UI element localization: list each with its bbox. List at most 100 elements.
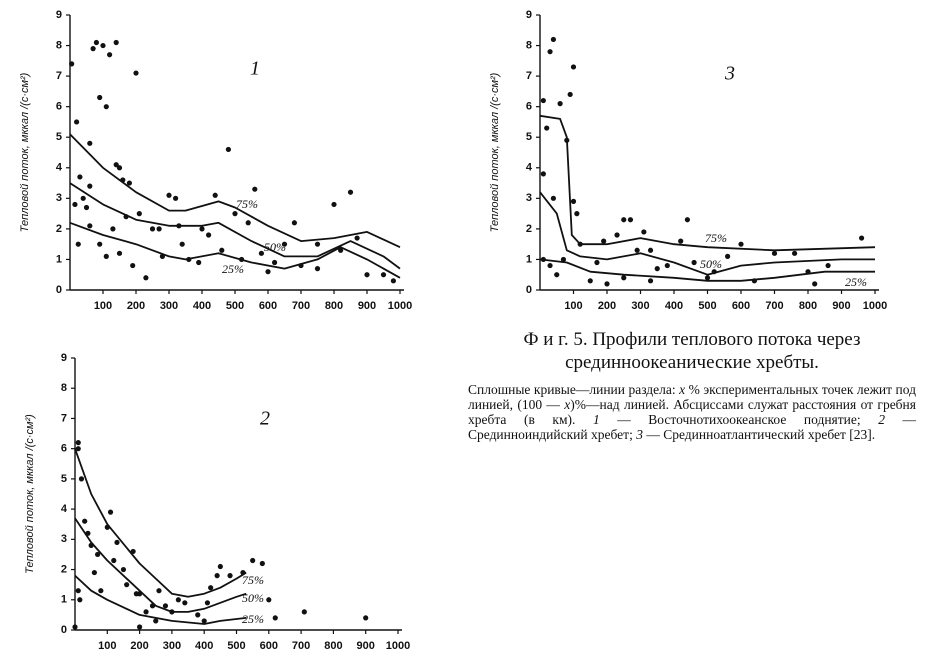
data-point [601, 238, 607, 244]
data-point [214, 573, 220, 579]
data-point [604, 281, 610, 287]
x-tick-label: 400 [195, 640, 213, 652]
y-tick-label: 6 [56, 101, 62, 113]
data-point [550, 36, 557, 43]
data-point [75, 588, 81, 594]
curve-label: 25% [242, 612, 264, 626]
y-tick-label: 2 [61, 563, 67, 575]
data-point [130, 548, 136, 555]
curve-label: 50% [264, 240, 286, 254]
data-point [93, 39, 99, 46]
panel-label: 1 [250, 58, 260, 80]
data-point [87, 223, 93, 229]
percentile-curve [539, 258, 875, 282]
chart-panel: 0 1 2 3 4 5 6 7 8 9 100 200 300 400 500 600 700 800 900 100… [489, 9, 887, 312]
data-point [301, 609, 307, 615]
data-point [217, 563, 223, 570]
data-point [175, 597, 181, 603]
data-point [201, 618, 207, 624]
caption-text: — Срединноатлантический хребет [23]. [642, 427, 876, 442]
caption-symbol: x [679, 382, 686, 397]
data-point [338, 247, 344, 253]
data-point [634, 247, 640, 253]
data-point [182, 600, 188, 606]
y-axis-label: Тепловой поток, мккал /(с·см²) [19, 72, 31, 232]
data-point [116, 250, 123, 256]
curve-label: 50% [242, 591, 264, 605]
caption-title: Ф и г. 5. Профили теплового потока через… [523, 329, 861, 373]
data-point [169, 609, 175, 615]
data-point [557, 101, 563, 107]
curve-label: 50% [700, 257, 722, 271]
x-tick-label: 900 [832, 300, 850, 312]
data-point [614, 232, 620, 238]
data-point [136, 211, 142, 217]
data-point [120, 566, 127, 573]
data-point [232, 211, 238, 217]
data-point [314, 266, 321, 272]
data-point [208, 585, 214, 591]
x-tick-label: 100 [98, 640, 116, 652]
data-point [219, 247, 225, 253]
data-point [547, 262, 553, 269]
data-point [621, 217, 627, 223]
y-axis-label: Тепловой поток, мккал /(с·см²) [24, 414, 36, 574]
x-tick-label: 500 [698, 300, 716, 312]
percentile-curve [69, 221, 401, 279]
data-point [149, 603, 156, 609]
caption-symbol: x [564, 397, 571, 412]
data-point [196, 259, 202, 266]
x-tick-label: 800 [799, 300, 817, 312]
x-tick-label: 600 [732, 300, 750, 312]
data-point [156, 226, 162, 232]
data-point [90, 46, 96, 52]
data-point [272, 259, 278, 266]
y-tick-label: 2 [56, 223, 62, 235]
data-point [641, 229, 647, 235]
y-tick-label: 6 [526, 101, 532, 113]
data-point [225, 146, 231, 153]
caption-text: — Срединноиндийский хребет; [468, 412, 917, 442]
data-point [554, 272, 560, 278]
x-tick-label: 500 [227, 640, 245, 652]
data-point [266, 597, 272, 603]
data-point [206, 232, 212, 238]
x-tick-label: 200 [127, 300, 145, 312]
data-point [87, 183, 93, 189]
caption-text: % экспериментальных точек лежит под лини… [468, 382, 916, 412]
data-point [577, 241, 583, 247]
percentile-curve [74, 574, 247, 625]
y-tick-label: 5 [61, 473, 67, 485]
data-point [195, 612, 201, 618]
data-point [116, 165, 123, 171]
percentile-curve [74, 448, 247, 598]
data-point [265, 269, 271, 275]
x-tick-label: 900 [357, 640, 375, 652]
curve-label: 25% [222, 262, 244, 276]
data-point [570, 198, 577, 204]
data-point [540, 256, 546, 263]
data-point [252, 186, 258, 192]
y-tick-label: 3 [61, 533, 67, 545]
percentile-curve [539, 114, 876, 252]
caption-symbol: 3 [636, 427, 643, 442]
data-point [153, 618, 159, 624]
data-point [544, 125, 550, 131]
x-tick-label: 1000 [388, 300, 412, 312]
y-tick-label: 0 [56, 284, 62, 296]
y-tick-label: 9 [56, 9, 62, 21]
x-tick-label: 100 [564, 300, 582, 312]
data-point [186, 256, 192, 263]
data-point [143, 275, 149, 281]
data-point [166, 192, 172, 198]
data-point [364, 272, 370, 278]
percentile-curve [69, 182, 401, 270]
x-tick-label: 700 [292, 300, 310, 312]
y-tick-label: 3 [526, 192, 532, 204]
data-point [77, 174, 83, 180]
data-point [560, 256, 567, 263]
data-point [298, 262, 304, 269]
data-point [678, 238, 684, 244]
